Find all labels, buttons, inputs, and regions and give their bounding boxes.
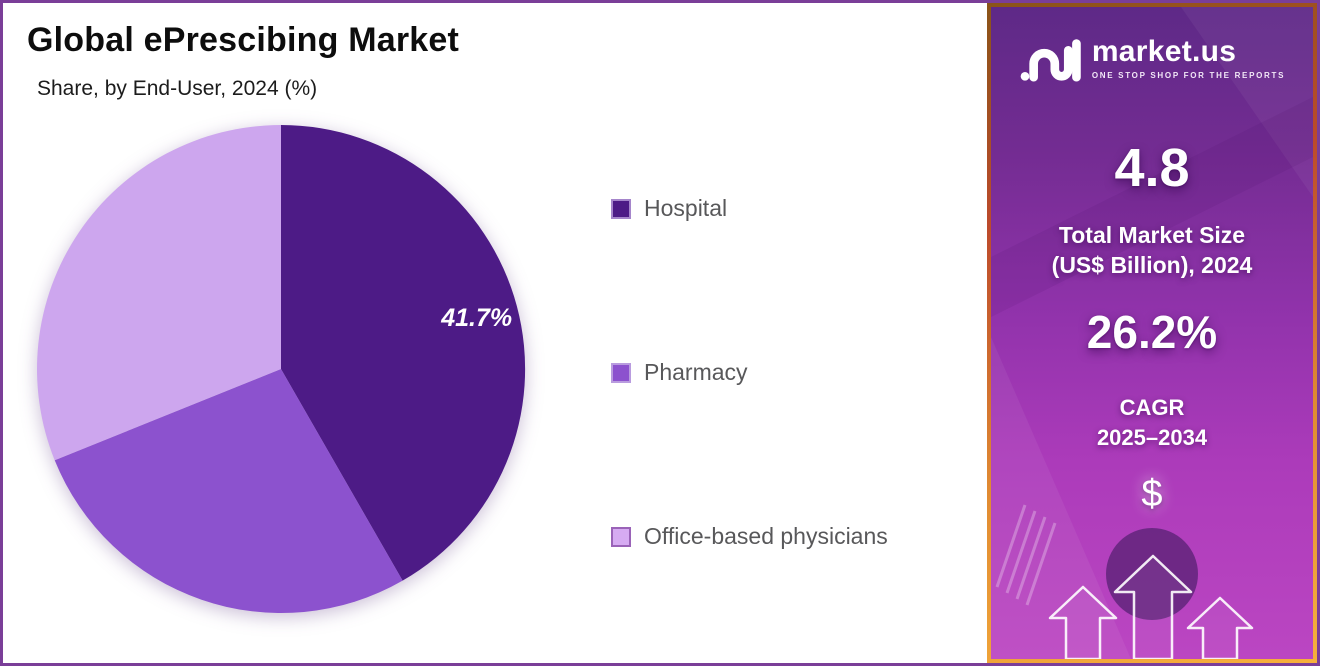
chart-subtitle: Share, by End-User, 2024 (%) bbox=[37, 77, 318, 100]
cagr-label-line1: CAGR bbox=[1119, 395, 1185, 420]
market-size-label-line2: (US$ Billion), 2024 bbox=[1051, 251, 1253, 278]
legend-label: Pharmacy bbox=[644, 359, 748, 385]
office-based-physicians-swatch-icon bbox=[611, 526, 631, 547]
market-size-label-line1: Total Market Size bbox=[1058, 222, 1246, 248]
cagr-value: 26.2% bbox=[1086, 306, 1218, 358]
cagr-label-line2: 2025–2034 bbox=[1096, 424, 1208, 450]
market-size-label: Total Market Size (US$ Billion), 2024 bbox=[991, 221, 1313, 281]
hospital-swatch-icon bbox=[611, 198, 631, 219]
sidebar-frame: market.us ONE STOP SHOP FOR THE REPORTS … bbox=[987, 3, 1317, 663]
pie-slice-office-based-physicians bbox=[37, 125, 281, 461]
chart-panel: Global ePrescibing Market Share, by End-… bbox=[3, 3, 987, 663]
brand-sidebar: market.us ONE STOP SHOP FOR THE REPORTS … bbox=[991, 7, 1313, 659]
legend-item-office-based-physicians: Office-based physicians bbox=[611, 523, 888, 550]
legend-item-pharmacy: Pharmacy bbox=[611, 359, 888, 386]
growth-arrows-icon bbox=[1048, 554, 1254, 659]
pharmacy-swatch-icon bbox=[611, 362, 631, 383]
legend: Hospital Pharmacy Office-based physician… bbox=[611, 195, 888, 550]
brand-logo-text: market.us ONE STOP SHOP FOR THE REPORTS bbox=[1091, 34, 1286, 80]
dollar-icon: $ bbox=[1141, 473, 1163, 515]
sidebar-texture bbox=[991, 7, 1313, 659]
cup-circle-icon bbox=[1106, 528, 1198, 620]
diagonal-stripes-icon bbox=[995, 504, 1057, 606]
brand-tagline: ONE STOP SHOP FOR THE REPORTS bbox=[1091, 70, 1286, 80]
brand-logo: market.us ONE STOP SHOP FOR THE REPORTS bbox=[991, 33, 1313, 83]
legend-label: Office-based physicians bbox=[644, 523, 888, 549]
page-title: Global ePrescibing Market bbox=[27, 21, 460, 59]
legend-label: Hospital bbox=[644, 195, 728, 221]
legend-item-hospital: Hospital bbox=[611, 195, 888, 222]
brand-name: market.us bbox=[1091, 34, 1237, 68]
pie-data-label: 41.7% bbox=[440, 304, 512, 332]
cagr-label: CAGR 2025–2034 bbox=[991, 393, 1313, 452]
market-size-value: 4.8 bbox=[1114, 138, 1190, 198]
pie-slice-hospital bbox=[281, 124, 526, 581]
pie-slice-pharmacy bbox=[54, 369, 403, 614]
market-us-logo-icon bbox=[1020, 39, 1081, 82]
pie-chart: 41.7% bbox=[37, 124, 526, 614]
